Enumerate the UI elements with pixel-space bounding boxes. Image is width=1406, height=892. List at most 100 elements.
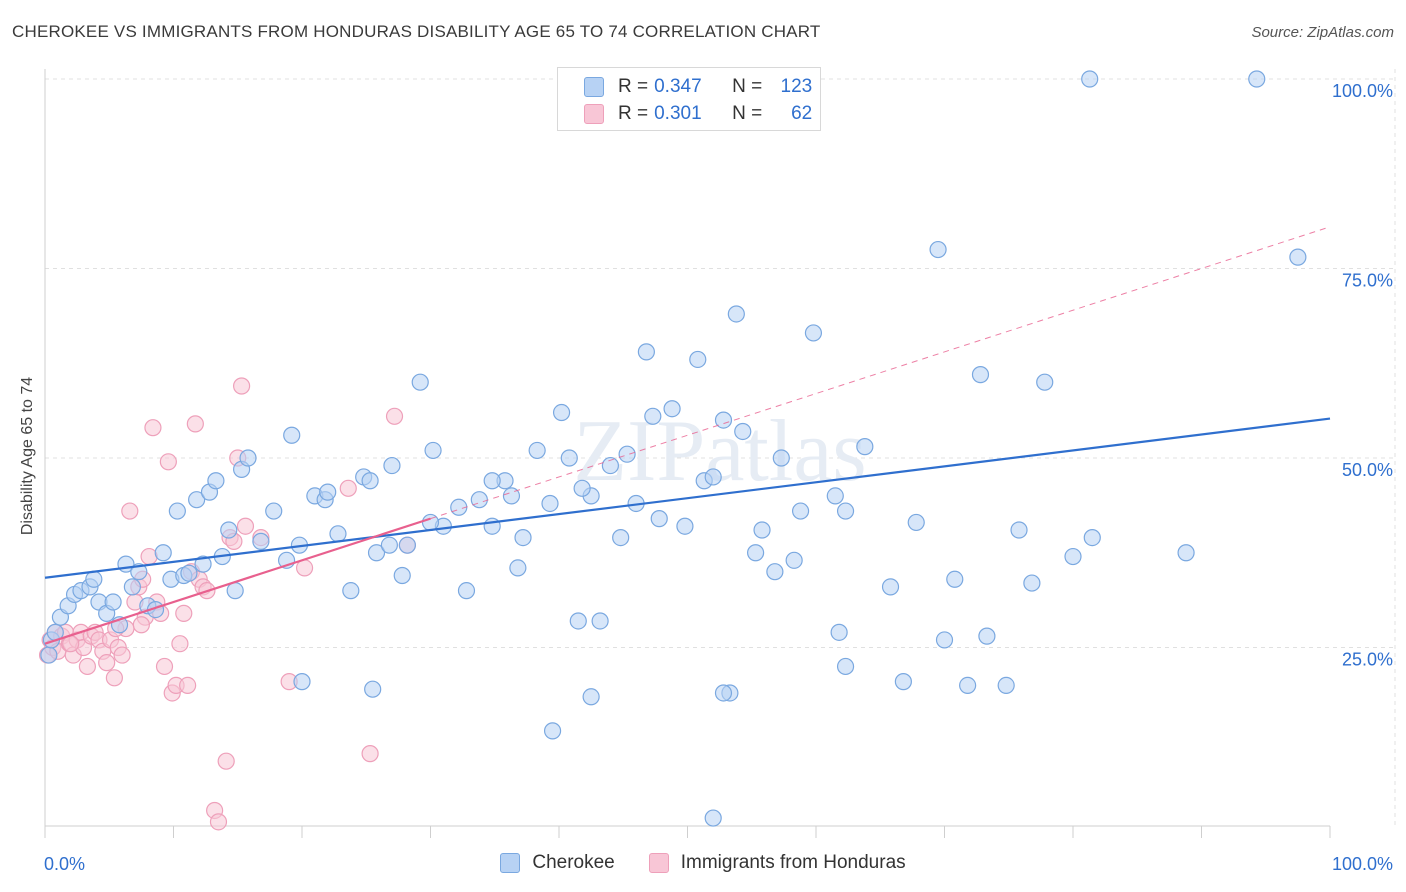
honduras-swatch [648, 853, 669, 873]
point-honduras [339, 479, 357, 497]
trend-line-honduras-extrapolated [430, 226, 1331, 520]
legend-label: Cherokee [532, 852, 615, 873]
point-cherokee [383, 456, 401, 475]
point-cherokee [714, 411, 733, 429]
point-cherokee [836, 502, 855, 520]
point-cherokee [265, 502, 283, 520]
n-value: 62 [791, 103, 813, 124]
point-cherokee [836, 657, 855, 676]
point-cherokee [907, 513, 925, 532]
point-cherokee [804, 324, 823, 342]
point-cherokee [194, 555, 212, 573]
point-cherokee [364, 680, 382, 698]
point-cherokee [734, 422, 752, 441]
series-cherokee-points [40, 70, 1307, 827]
point-cherokee [676, 517, 694, 535]
point-cherokee [591, 612, 609, 630]
point-cherokee [188, 491, 206, 509]
legend-row-honduras: R = 0.301 N = 62 [584, 102, 812, 126]
point-cherokee [514, 528, 532, 547]
point-cherokee [826, 487, 844, 505]
point-cherokee [361, 472, 379, 490]
point-honduras [209, 813, 228, 831]
legend-label: Immigrants from Honduras [680, 852, 906, 873]
point-cherokee [727, 305, 745, 323]
point-cherokee [329, 525, 347, 543]
point-cherokee [856, 438, 874, 456]
legend-item-cherokee[interactable]: Cherokee [500, 852, 615, 874]
point-honduras [175, 604, 193, 622]
point-honduras [217, 752, 235, 770]
x-tick-label: 100.0% [1332, 854, 1393, 874]
point-cherokee [457, 582, 476, 600]
series-legend: Cherokee Immigrants from Honduras [0, 852, 1406, 874]
point-cherokee [293, 673, 311, 691]
r-value: 0.347 [654, 76, 702, 97]
point-cherokee [1177, 544, 1195, 562]
point-cherokee [1023, 574, 1041, 592]
tick-labels: 25.0% 50.0% 75.0% 100.0% 0.0% 100.0% [44, 81, 1393, 874]
point-cherokee [785, 551, 803, 569]
point-cherokee [791, 502, 810, 520]
correlation-legend: R = 0.347 N = 123 R = 0.301 N = 62 [557, 67, 821, 131]
point-cherokee [154, 544, 172, 562]
point-cherokee [747, 544, 765, 562]
r-label: R = [618, 103, 649, 124]
point-cherokee [239, 449, 257, 467]
point-honduras [233, 377, 251, 395]
y-tick-label: 50.0% [1342, 460, 1393, 480]
point-cherokee [502, 487, 521, 505]
point-honduras [121, 502, 139, 520]
point-honduras [132, 616, 150, 634]
point-cherokee [650, 510, 668, 528]
point-cherokee [704, 809, 722, 827]
point-cherokee [663, 400, 681, 418]
n-label: N = [732, 76, 763, 97]
honduras-swatch [584, 104, 604, 124]
point-cherokee [766, 563, 784, 581]
point-cherokee [424, 441, 442, 460]
point-honduras [113, 646, 131, 664]
point-cherokee [380, 536, 398, 554]
point-cherokee [560, 449, 578, 467]
point-honduras [105, 669, 123, 687]
point-cherokee [959, 676, 977, 695]
point-cherokee [85, 570, 103, 588]
cherokee-swatch [500, 853, 521, 873]
point-cherokee [830, 623, 848, 641]
point-cherokee [753, 521, 771, 539]
legend-row-cherokee: R = 0.347 N = 123 [584, 75, 812, 99]
point-cherokee [618, 445, 636, 463]
point-cherokee [1081, 70, 1099, 88]
point-honduras [159, 453, 177, 471]
point-cherokee [319, 483, 337, 501]
point-cherokee [283, 426, 301, 444]
point-cherokee [881, 578, 900, 596]
point-cherokee [541, 494, 559, 513]
point-honduras [98, 654, 116, 672]
trend-line-cherokee [44, 417, 1331, 579]
point-cherokee [342, 582, 360, 600]
point-cherokee [1036, 373, 1054, 391]
point-cherokee [978, 627, 996, 645]
point-cherokee [714, 684, 733, 702]
point-cherokee [1010, 521, 1028, 539]
point-cherokee [637, 343, 655, 361]
point-cherokee [704, 468, 722, 486]
point-cherokee [470, 491, 488, 509]
point-cherokee [483, 472, 501, 490]
point-cherokee [367, 544, 386, 562]
point-cherokee [398, 536, 416, 554]
point-honduras [171, 635, 189, 653]
point-cherokee [935, 631, 954, 649]
trend-lines [44, 226, 1331, 645]
point-cherokee [1248, 70, 1266, 88]
n-label: N = [732, 103, 763, 124]
point-cherokee [929, 240, 947, 259]
chart-title: CHEROKEE VS IMMIGRANTS FROM HONDURAS DIS… [12, 22, 821, 41]
point-cherokee [123, 578, 141, 596]
legend-item-honduras[interactable]: Immigrants from Honduras [648, 852, 906, 874]
n-value: 123 [780, 76, 813, 97]
point-cherokee [601, 456, 620, 475]
